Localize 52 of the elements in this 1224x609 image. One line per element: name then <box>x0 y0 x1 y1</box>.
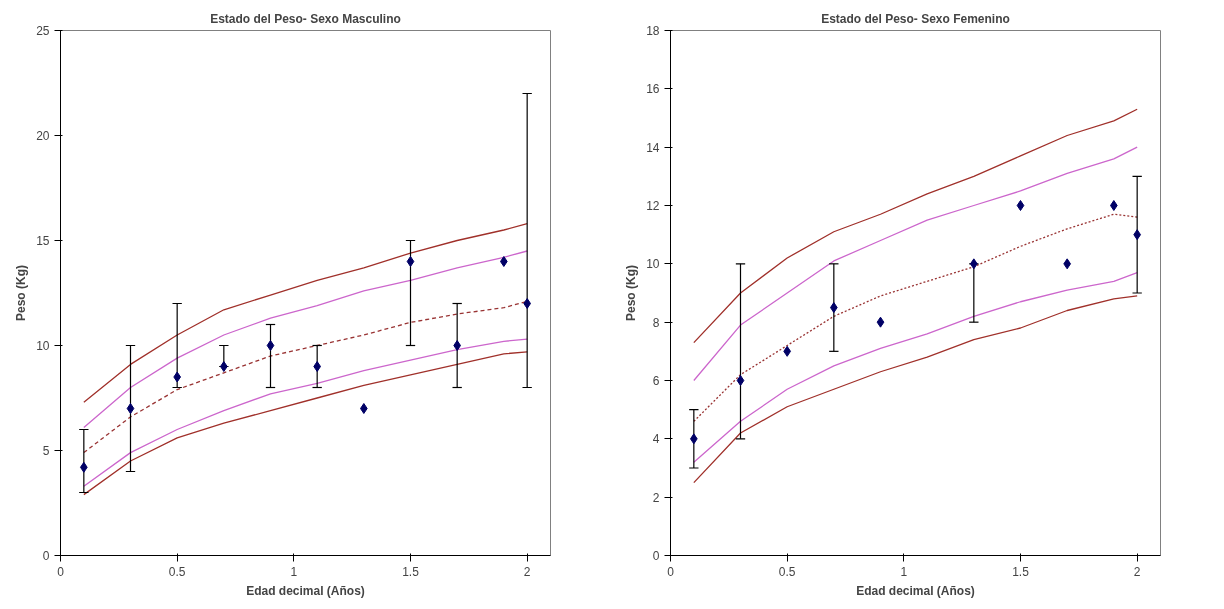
y-tick-label: 6 <box>652 374 660 388</box>
line-series <box>693 213 1138 422</box>
point <box>1016 200 1025 211</box>
point <box>360 403 368 414</box>
x-tick-label: 0 <box>57 564 65 579</box>
point <box>266 340 275 351</box>
y-tick-label: 20 <box>36 129 50 143</box>
line-series <box>693 146 1138 382</box>
line-series <box>83 250 528 429</box>
point <box>876 316 885 328</box>
y-tick-label: 8 <box>652 315 660 330</box>
line-series <box>693 295 1138 484</box>
y-tick-label: 0 <box>652 549 660 563</box>
point <box>523 298 531 309</box>
y-tick-label: 4 <box>652 432 660 447</box>
y-tick-label: 25 <box>36 24 50 38</box>
x-tick-label: 0.5 <box>168 564 186 579</box>
point <box>500 256 508 267</box>
x-tick-label: 1 <box>290 564 298 579</box>
x-axis-title: Edad decimal (Años) <box>856 583 975 598</box>
y-tick-label: 10 <box>36 339 50 353</box>
y-tick-label: 14 <box>646 140 660 155</box>
y-tick-label: 0 <box>42 549 50 563</box>
y-tick-label: 18 <box>646 24 660 38</box>
y-tick-label: 5 <box>42 444 50 458</box>
point <box>736 375 745 386</box>
y-axis-title: Peso (Kg) <box>14 264 29 321</box>
line-series <box>693 271 1138 463</box>
x-tick-label: 1 <box>900 564 908 579</box>
chart-title: Estado del Peso- Sexo Femenino <box>821 11 1010 26</box>
x-tick-label: 2 <box>523 564 531 579</box>
x-tick-label: 1.5 <box>1012 564 1030 579</box>
point <box>406 256 415 267</box>
line-series <box>693 108 1138 344</box>
x-axis-title: Edad decimal (Años) <box>246 583 365 598</box>
point <box>313 361 321 372</box>
y-tick-label: 10 <box>646 257 660 272</box>
x-tick-label: 0 <box>667 564 675 579</box>
x-tick-label: 0.5 <box>778 564 796 579</box>
x-tick-label: 2 <box>1133 564 1141 579</box>
chart-title: Estado del Peso- Sexo Masculino <box>210 11 401 26</box>
y-tick-label: 2 <box>652 490 660 505</box>
x-tick-label: 1.5 <box>402 564 420 579</box>
point <box>126 403 135 414</box>
y-axis-title: Peso (Kg) <box>624 264 639 321</box>
y-tick-label: 15 <box>36 234 50 248</box>
y-tick-label: 12 <box>646 199 660 213</box>
point <box>1110 200 1118 211</box>
line-series <box>83 223 528 403</box>
point <box>453 340 461 351</box>
point <box>220 361 228 372</box>
y-tick-label: 16 <box>646 82 660 97</box>
